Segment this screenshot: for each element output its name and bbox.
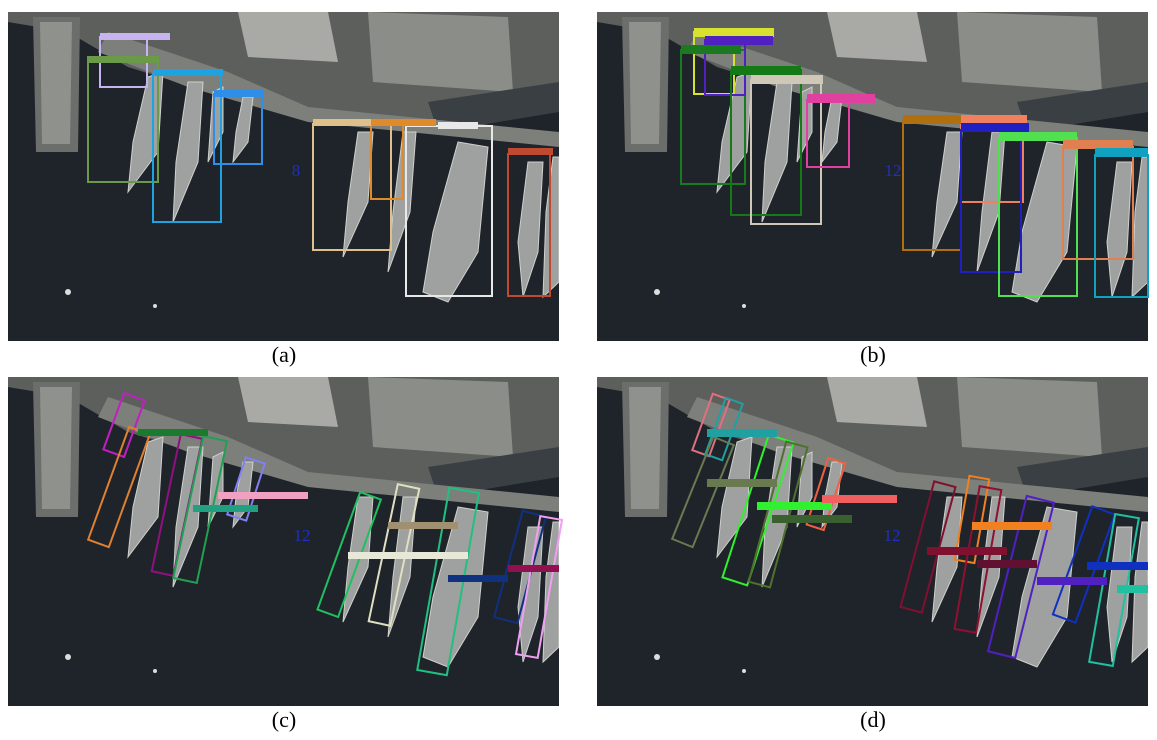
- figure: 8 12 12 12 (a) (b) (c) (d): [0, 0, 1157, 740]
- object-count: 12: [884, 526, 901, 545]
- panel-c: [8, 377, 562, 706]
- panel-caption: (b): [860, 342, 886, 367]
- object-count: 12: [294, 526, 311, 545]
- object-count: 12: [885, 161, 902, 180]
- panel-d: [597, 377, 1148, 706]
- panel-b: [597, 12, 1148, 341]
- panel-caption: (d): [860, 707, 886, 732]
- panel-caption: (c): [272, 707, 296, 732]
- object-count: 8: [292, 161, 301, 180]
- panel-a: [8, 12, 559, 341]
- panel-caption: (a): [272, 342, 296, 367]
